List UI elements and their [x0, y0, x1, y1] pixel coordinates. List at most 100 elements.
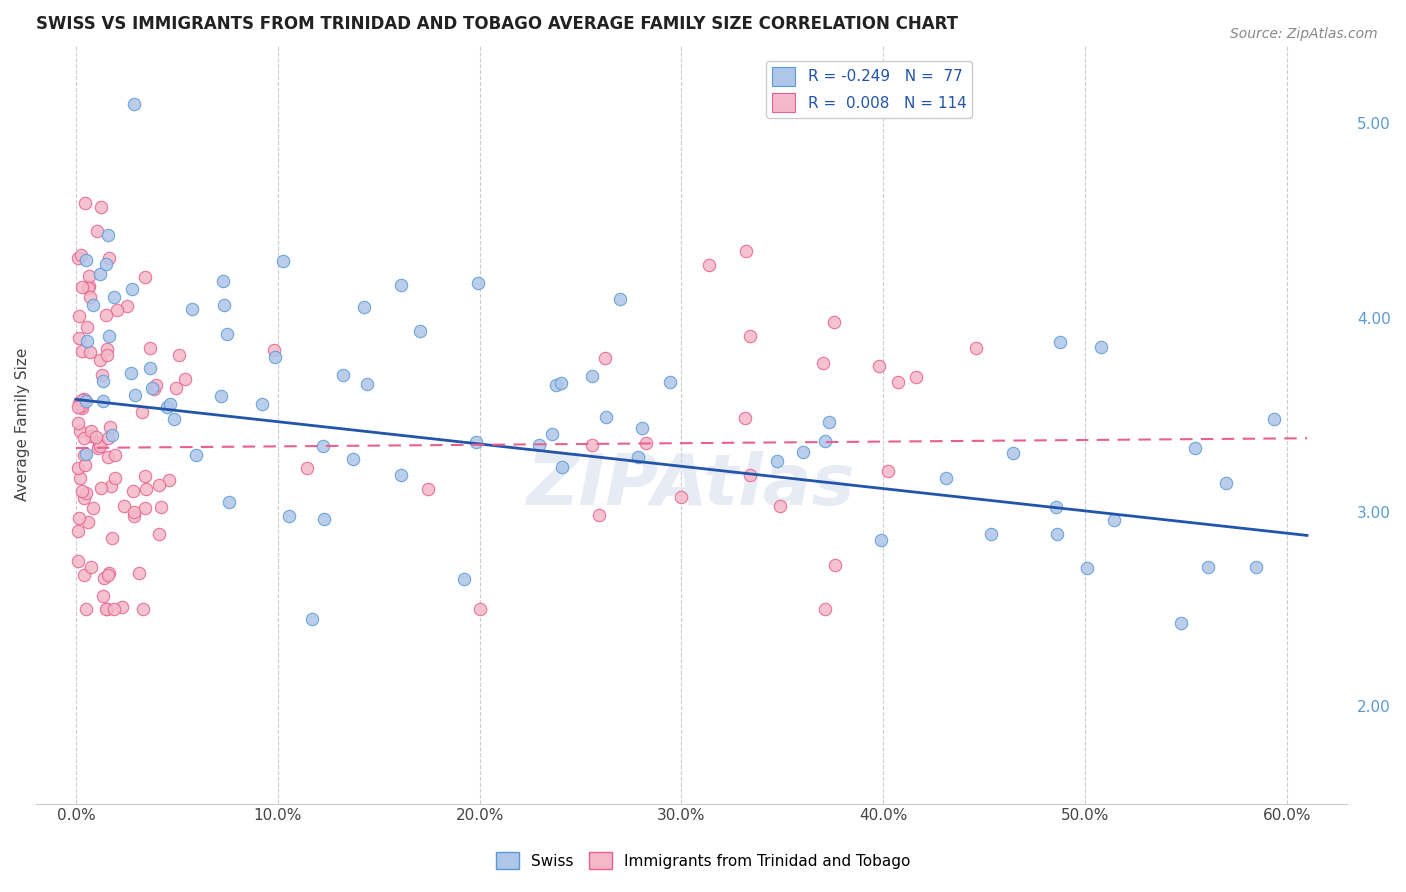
Text: SWISS VS IMMIGRANTS FROM TRINIDAD AND TOBAGO AVERAGE FAMILY SIZE CORRELATION CHA: SWISS VS IMMIGRANTS FROM TRINIDAD AND TO…: [35, 15, 957, 33]
Point: [1002, 446, 1025, 460]
Point: [886, 375, 908, 389]
Point: [551, 460, 574, 475]
Point: [112, 500, 135, 514]
Point: [94, 257, 117, 271]
Point: [104, 448, 127, 462]
Point: [107, 303, 129, 318]
Point: [97, 431, 120, 445]
Point: [157, 473, 180, 487]
Point: [98, 420, 121, 434]
Point: [89, 267, 111, 281]
Point: [75, 458, 97, 472]
Point: [1170, 616, 1192, 631]
Point: [100, 479, 122, 493]
Point: [734, 410, 756, 425]
Point: [86, 441, 108, 455]
Point: [67, 511, 90, 525]
Point: [1215, 476, 1237, 491]
Point: [134, 469, 156, 483]
Point: [1102, 513, 1125, 527]
Point: [630, 420, 652, 434]
Point: [138, 361, 160, 376]
Point: [67, 331, 90, 345]
Point: [250, 397, 273, 411]
Point: [769, 499, 792, 513]
Point: [131, 405, 153, 419]
Point: [273, 253, 295, 268]
Point: [121, 282, 143, 296]
Point: [409, 324, 432, 338]
Point: [75, 447, 97, 461]
Point: [134, 270, 156, 285]
Point: [453, 573, 475, 587]
Point: [148, 478, 170, 492]
Point: [97, 450, 120, 464]
Point: [544, 377, 567, 392]
Point: [70, 401, 93, 415]
Point: [416, 482, 439, 496]
Point: [312, 439, 335, 453]
Point: [215, 326, 238, 341]
Point: [314, 512, 336, 526]
Point: [145, 378, 167, 392]
Point: [76, 602, 98, 616]
Point: [121, 366, 143, 380]
Point: [93, 571, 115, 585]
Point: [297, 461, 319, 475]
Point: [814, 602, 837, 616]
Point: [101, 428, 124, 442]
Point: [134, 500, 156, 515]
Point: [72, 392, 94, 407]
Point: [69, 471, 91, 485]
Point: [82, 298, 104, 312]
Point: [66, 401, 89, 415]
Point: [540, 427, 562, 442]
Point: [75, 486, 97, 500]
Point: [91, 374, 114, 388]
Point: [165, 381, 187, 395]
Point: [139, 341, 162, 355]
Point: [122, 484, 145, 499]
Point: [301, 612, 323, 626]
Point: [124, 97, 146, 112]
Point: [156, 400, 179, 414]
Point: [79, 290, 101, 304]
Point: [467, 276, 489, 290]
Point: [332, 368, 354, 382]
Point: [823, 315, 845, 329]
Point: [87, 435, 110, 450]
Point: [263, 350, 285, 364]
Point: [143, 382, 166, 396]
Y-axis label: Average Family Size: Average Family Size: [15, 348, 30, 501]
Point: [76, 281, 98, 295]
Point: [70, 483, 93, 498]
Point: [1197, 559, 1219, 574]
Point: [73, 392, 96, 407]
Legend: Swiss, Immigrants from Trinidad and Tobago: Swiss, Immigrants from Trinidad and Toba…: [489, 846, 917, 875]
Point: [66, 461, 89, 475]
Point: [70, 399, 93, 413]
Point: [70, 280, 93, 294]
Point: [86, 430, 108, 444]
Point: [209, 389, 232, 403]
Point: [67, 396, 90, 410]
Point: [634, 435, 657, 450]
Point: [104, 471, 127, 485]
Point: [96, 348, 118, 362]
Point: [89, 353, 111, 368]
Point: [91, 589, 114, 603]
Point: [218, 495, 240, 509]
Point: [97, 329, 120, 343]
Point: [389, 277, 412, 292]
Point: [96, 342, 118, 356]
Text: Source: ZipAtlas.com: Source: ZipAtlas.com: [1230, 27, 1378, 41]
Point: [181, 302, 204, 317]
Point: [141, 381, 163, 395]
Point: [77, 515, 100, 529]
Point: [91, 393, 114, 408]
Point: [870, 533, 893, 547]
Point: [588, 508, 610, 522]
Point: [150, 500, 173, 514]
Point: [96, 602, 118, 616]
Point: [1076, 561, 1098, 575]
